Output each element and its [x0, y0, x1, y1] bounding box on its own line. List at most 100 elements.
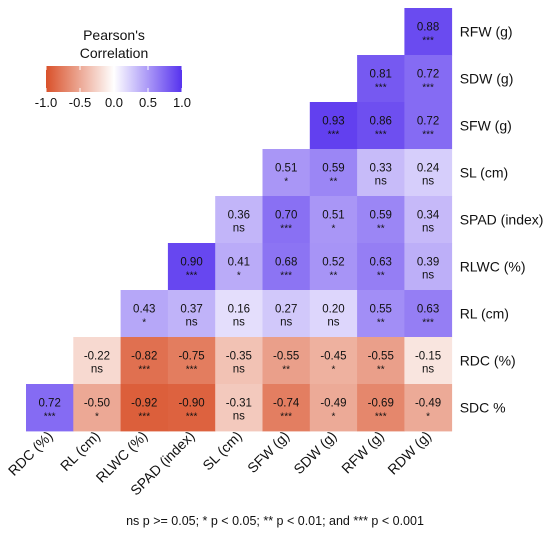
cell-significance: ns — [233, 364, 245, 376]
y-axis-label: SFW (g) — [460, 118, 512, 134]
cell-significance: ns — [327, 317, 339, 329]
cell-significance: ** — [377, 224, 385, 235]
cell-sdw-g-vs-rdc — [309, 337, 358, 385]
cell-value: 0.24 — [417, 163, 440, 175]
cell-rfw-g-vs-sdw-g — [357, 55, 405, 103]
cell-significance: *** — [375, 130, 387, 141]
cell-value: -0.15 — [415, 351, 441, 363]
cell-significance: ** — [330, 177, 338, 188]
cell-value: 0.34 — [417, 210, 440, 222]
cell-significance: *** — [186, 412, 198, 423]
y-axis-label: SL (cm) — [460, 165, 508, 181]
cell-rdw-g-vs-sdc — [404, 384, 453, 432]
cell-value: 0.72 — [38, 398, 60, 410]
cell-sfw-g-vs-spad-index — [262, 196, 311, 244]
cell-value: 0.86 — [370, 116, 392, 128]
cell-significance: * — [95, 412, 99, 423]
y-axis-label: SDW (g) — [460, 71, 514, 87]
cell-value: 0.93 — [322, 116, 344, 128]
cell-value: 0.55 — [370, 304, 392, 316]
cell-value: -0.69 — [368, 398, 394, 410]
cell-significance: *** — [375, 412, 387, 423]
cell-sfw-g-vs-rl-cm — [262, 290, 311, 338]
cell-significance: *** — [422, 130, 434, 141]
cell-significance: * — [331, 224, 335, 235]
cell-sdw-g-vs-rlwc — [309, 243, 358, 291]
legend-tick-label: -0.5 — [69, 95, 91, 110]
cell-value: 0.81 — [370, 69, 392, 81]
y-axis-label: SDC % — [460, 400, 506, 416]
x-axis-label: SL (cm) — [199, 428, 245, 474]
cell-value: 0.88 — [417, 22, 439, 34]
cell-significance: * — [284, 177, 288, 188]
cell-value: 0.72 — [417, 116, 439, 128]
cell-sfw-g-vs-sdc — [262, 384, 311, 432]
cell-significance: ns — [422, 176, 434, 188]
cell-rfw-g-vs-spad-index — [357, 196, 405, 244]
cell-value: 0.16 — [228, 304, 250, 316]
cell-rlwc-vs-rl-cm — [120, 290, 169, 338]
cell-significance: *** — [138, 365, 150, 376]
legend-tick-label: 0.0 — [105, 95, 123, 110]
cell-significance: *** — [280, 224, 292, 235]
cell-rdw-g-vs-rlwc — [404, 243, 453, 291]
cell-value: -0.45 — [320, 351, 346, 363]
cell-significance: * — [426, 412, 430, 423]
cell-rdw-g-vs-sfw-g — [404, 102, 453, 150]
cell-value: -0.55 — [368, 351, 394, 363]
cell-value: 0.37 — [180, 304, 202, 316]
cell-value: 0.41 — [228, 257, 250, 269]
cell-significance: * — [331, 412, 335, 423]
x-axis-label: SFW (g) — [244, 428, 292, 476]
cell-significance: ns — [422, 364, 434, 376]
cell-value: 0.72 — [417, 69, 439, 81]
cell-value: -0.50 — [84, 398, 110, 410]
color-legend: -1.0 -0.5 0.0 0.5 1.0 — [35, 66, 191, 110]
cell-sfw-g-vs-sl-cm — [262, 149, 311, 197]
cell-value: -0.49 — [415, 398, 441, 410]
legend-title-line1: Pearson's — [83, 27, 145, 43]
cell-value: 0.63 — [417, 304, 439, 316]
cell-significance: ns — [185, 317, 197, 329]
legend-tick-label: -1.0 — [35, 95, 57, 110]
cell-significance: ns — [91, 364, 103, 376]
cell-value: 0.20 — [322, 304, 344, 316]
x-axis-label: SDW (g) — [290, 428, 339, 477]
cell-value: 0.63 — [370, 257, 392, 269]
y-axis-label: RL (cm) — [460, 306, 509, 322]
cell-significance: *** — [186, 271, 198, 282]
legend-title: Pearson's Correlation — [40, 26, 188, 62]
cell-value: 0.70 — [275, 210, 297, 222]
cell-rfw-g-vs-sdc — [357, 384, 405, 432]
cell-spad-index-vs-rdc — [167, 337, 216, 385]
cell-significance: * — [237, 271, 241, 282]
cell-significance: *** — [186, 365, 198, 376]
cell-significance: ** — [377, 271, 385, 282]
cell-significance: ns — [280, 317, 292, 329]
cell-significance: ** — [377, 318, 385, 329]
x-axis-label: RDW (g) — [384, 428, 434, 478]
cell-rfw-g-vs-rdc — [357, 337, 405, 385]
cell-value: 0.43 — [133, 304, 155, 316]
cell-value: 0.51 — [275, 163, 297, 175]
cell-significance: *** — [280, 412, 292, 423]
cell-value: 0.90 — [180, 257, 202, 269]
cell-value: -0.90 — [178, 398, 204, 410]
cell-rfw-g-vs-sl-cm — [357, 149, 405, 197]
cell-value: -0.49 — [320, 398, 346, 410]
cell-value: 0.51 — [322, 210, 344, 222]
cell-rfw-g-vs-rl-cm — [357, 290, 405, 338]
cell-spad-index-vs-sdc — [167, 384, 216, 432]
cell-value: 0.39 — [417, 257, 439, 269]
cell-rdw-g-vs-spad-index — [404, 196, 453, 244]
cell-value: 0.59 — [322, 163, 344, 175]
cell-sl-cm-vs-rl-cm — [215, 290, 263, 338]
cell-value: -0.82 — [131, 351, 157, 363]
cell-sdw-g-vs-sfw-g — [309, 102, 358, 150]
cell-value: 0.68 — [275, 257, 297, 269]
y-axis-label: SPAD (index) — [460, 212, 544, 228]
cell-significance: *** — [138, 412, 150, 423]
cell-sfw-g-vs-rdc — [262, 337, 311, 385]
cell-significance: *** — [44, 412, 56, 423]
